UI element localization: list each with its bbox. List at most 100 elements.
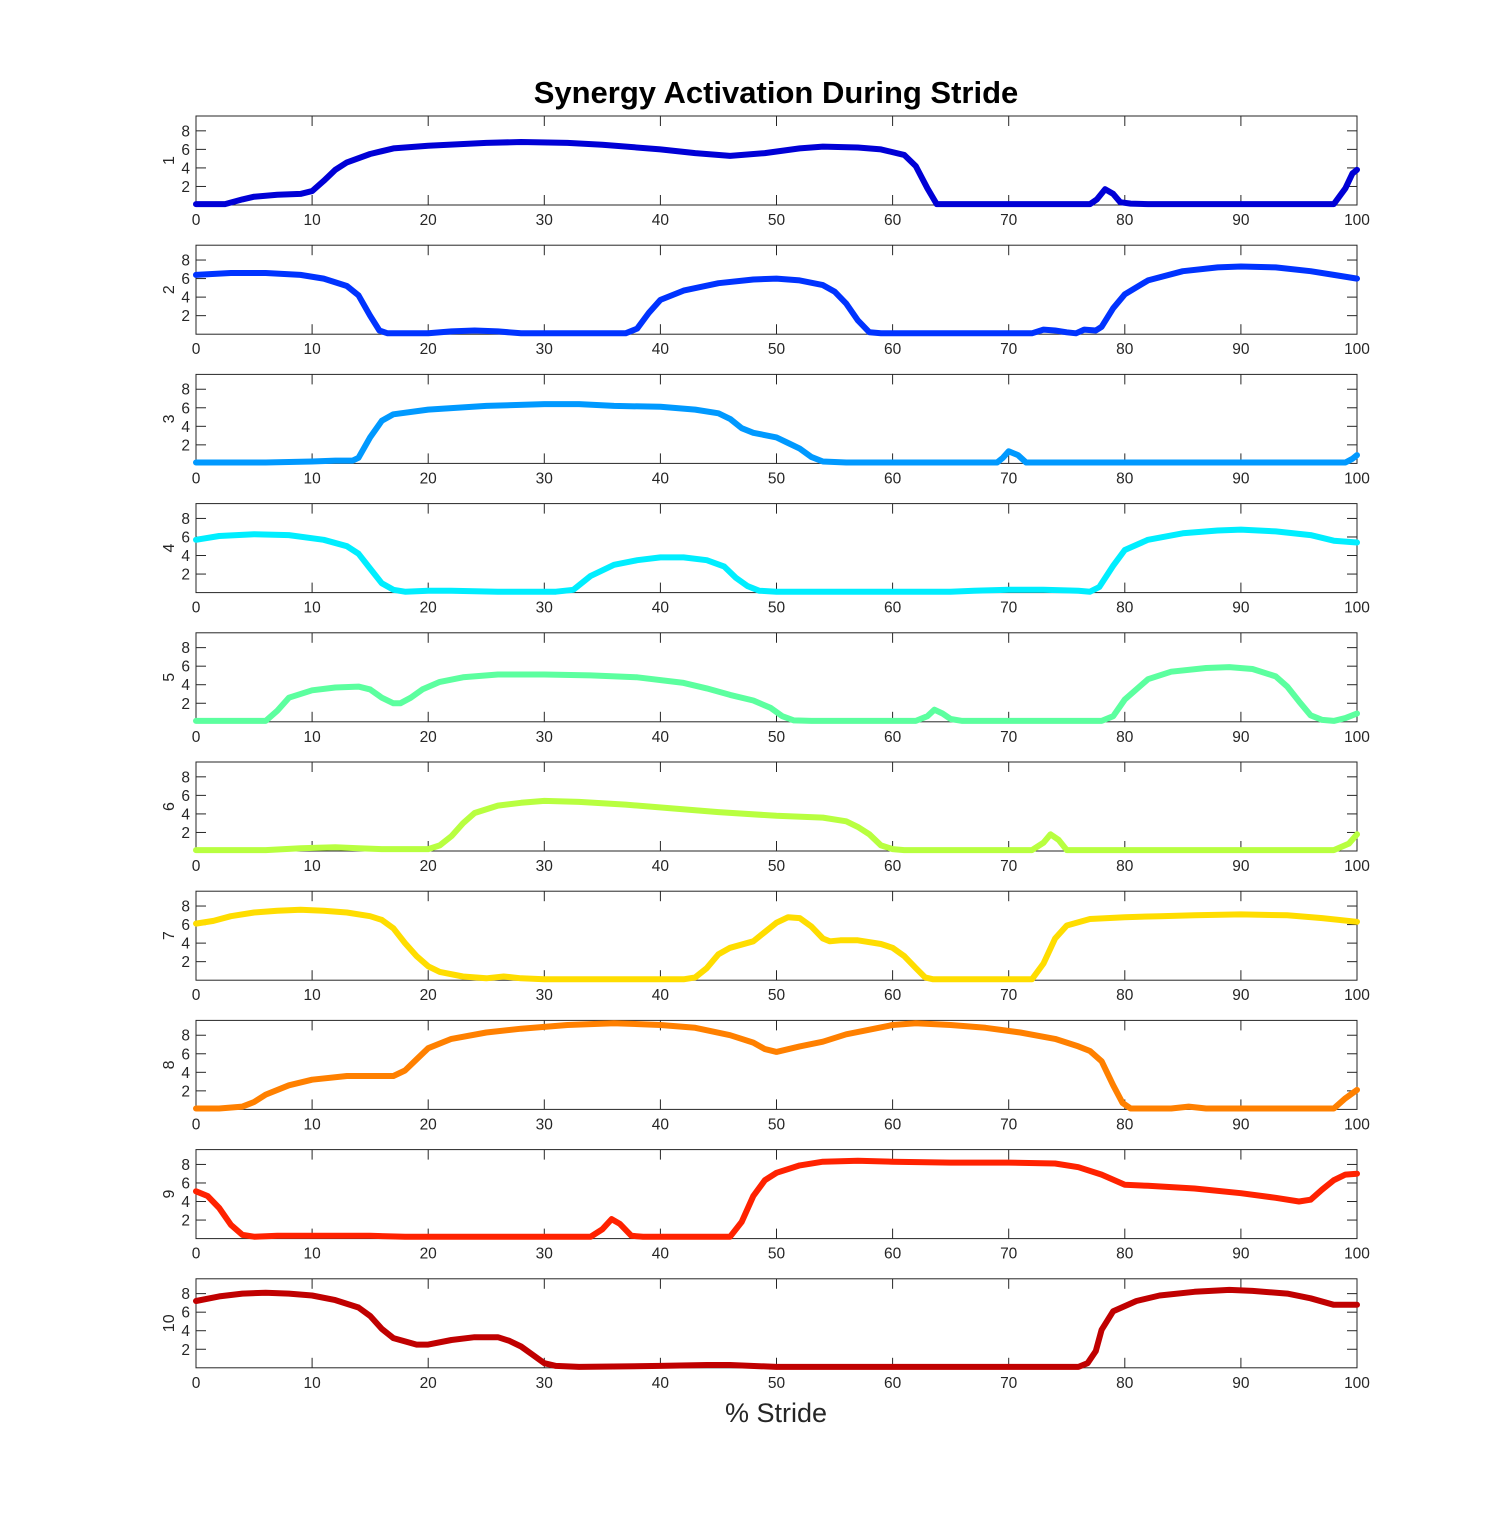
x-tick-label: 10 [303,600,321,617]
x-tick-label: 90 [1232,1246,1250,1263]
x-tick-label: 0 [192,341,201,358]
x-tick-label: 30 [536,341,554,358]
y-tick-label: 4 [181,677,190,694]
x-tick-label: 10 [303,341,321,358]
x-tick-label: 50 [768,987,786,1004]
x-tick-label: 30 [536,858,554,875]
x-tick-label: 90 [1232,341,1250,358]
y-axis-label: 7 [161,931,178,940]
y-tick-label: 2 [181,308,190,325]
x-tick-label: 0 [192,1116,201,1133]
subplot-5: 0 10 20 30 40 50 60 70 80 90 100 2 46 8 5 [161,632,1370,746]
x-tick-label: 90 [1232,858,1250,875]
x-tick-label: 100 [1344,600,1370,617]
x-tick-label: 30 [536,1375,554,1392]
y-tick-label: 8 [181,1157,190,1174]
x-tick-label: 10 [303,729,321,746]
x-tick-label: 20 [420,987,438,1004]
x-tick-label: 50 [768,1116,786,1133]
x-tick-label: 60 [884,987,902,1004]
x-tick-label: 20 [420,858,438,875]
x-tick-label: 10 [303,987,321,1004]
x-tick-label: 10 [303,470,321,487]
x-tick-label: 40 [652,600,670,617]
y-tick-label: 2 [181,567,190,584]
y-tick-label: 4 [181,419,190,436]
x-tick-label: 40 [652,212,670,229]
y-axis-label: 1 [161,156,178,165]
y-tick-label: 8 [181,769,190,786]
x-tick-label: 70 [1000,858,1018,875]
y-tick-label: 8 [181,1028,190,1045]
x-tick-label: 90 [1232,729,1250,746]
x-tick-label: 80 [1116,341,1134,358]
subplot-frame [195,1149,1358,1240]
y-tick-label: 2 [181,1083,190,1100]
subplot-1: 0 10 20 30 40 50 60 70 80 90 100 2 46 8 1 [161,115,1370,229]
x-tick-label: 60 [884,1116,902,1133]
x-tick-label: 0 [192,470,201,487]
subplot-frame [195,1019,1358,1110]
x-tick-label: 50 [768,470,786,487]
y-tick-label: 8 [181,640,190,657]
x-tick-label: 30 [536,212,554,229]
x-tick-label: 10 [303,212,321,229]
x-tick-label: 50 [768,212,786,229]
x-tick-label: 100 [1344,1246,1370,1263]
y-axis-label: 4 [161,544,178,553]
x-tick-label: 80 [1116,729,1134,746]
y-tick-label: 4 [181,160,190,177]
y-tick-label: 6 [181,271,190,288]
y-tick-label: 8 [181,253,190,270]
x-tick-label: 80 [1116,470,1134,487]
x-tick-label: 30 [536,729,554,746]
x-tick-label: 30 [536,470,554,487]
x-tick-label: 90 [1232,987,1250,1004]
y-tick-label: 8 [181,123,190,140]
y-tick-label: 4 [181,1323,190,1340]
x-tick-label: 30 [536,987,554,1004]
x-tick-label: 30 [536,1116,554,1133]
y-tick-label: 8 [181,899,190,916]
x-tick-label: 60 [884,212,902,229]
subplot-frame [195,503,1358,594]
x-tick-label: 100 [1344,1375,1370,1392]
x-tick-label: 90 [1232,1116,1250,1133]
y-tick-label: 6 [181,1305,190,1322]
x-tick-label: 80 [1116,1116,1134,1133]
x-tick-label: 60 [884,858,902,875]
x-tick-label: 100 [1344,858,1370,875]
x-tick-label: 80 [1116,212,1134,229]
y-tick-label: 4 [181,1194,190,1211]
x-tick-label: 0 [192,1246,201,1263]
subplot-frame [195,890,1358,981]
subplot-frame [195,373,1358,464]
y-tick-label: 6 [181,529,190,546]
y-tick-label: 8 [181,382,190,399]
x-tick-label: 0 [192,987,201,1004]
x-tick-label: 70 [1000,1116,1018,1133]
y-tick-label: 8 [181,511,190,528]
subplot-frame [195,244,1358,335]
x-tick-label: 60 [884,600,902,617]
x-tick-label: 80 [1116,600,1134,617]
y-tick-label: 2 [181,696,190,713]
y-tick-label: 6 [181,142,190,159]
x-tick-label: 60 [884,1375,902,1392]
x-tick-label: 0 [192,1375,201,1392]
y-tick-label: 6 [181,788,190,805]
y-tick-label: 4 [181,936,190,953]
x-tick-label: 80 [1116,858,1134,875]
x-tick-label: 20 [420,212,438,229]
x-tick-label: 40 [652,341,670,358]
x-tick-label: 80 [1116,987,1134,1004]
x-tick-label: 50 [768,729,786,746]
x-tick-label: 60 [884,341,902,358]
x-tick-label: 30 [536,600,554,617]
x-tick-label: 0 [192,729,201,746]
x-tick-label: 20 [420,341,438,358]
